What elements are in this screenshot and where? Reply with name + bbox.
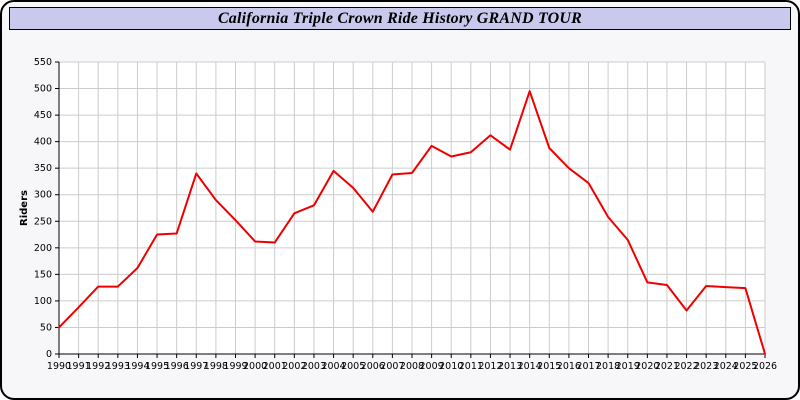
x-tick-label: 2024 [714, 361, 738, 372]
x-tick-label: 2005 [341, 361, 365, 372]
x-tick-label: 2008 [400, 361, 424, 372]
y-tick-label: 200 [34, 243, 52, 254]
x-tick-label: 2000 [243, 361, 267, 372]
x-tick-label: 1991 [67, 361, 91, 372]
chart-title-bar: California Triple Crown Ride History GRA… [9, 7, 791, 30]
x-tick-label: 1995 [145, 361, 169, 372]
y-tick-label: 450 [34, 110, 52, 121]
chart-title: California Triple Crown Ride History GRA… [217, 10, 583, 27]
x-tick-label: 2020 [635, 361, 659, 372]
x-tick-label: 2015 [537, 361, 561, 372]
x-tick-label: 2009 [420, 361, 444, 372]
x-tick-label: 2010 [439, 361, 463, 372]
x-tick-label: 2013 [498, 361, 522, 372]
x-tick-label: 1997 [184, 361, 208, 372]
x-tick-label: 2011 [459, 361, 483, 372]
x-tick-label: 1998 [204, 361, 228, 372]
x-tick-label: 2022 [674, 361, 698, 372]
y-tick-label: 300 [34, 190, 52, 201]
y-tick-label: 400 [34, 137, 52, 148]
x-tick-label: 2019 [616, 361, 640, 372]
x-tick-label: 2014 [518, 361, 542, 372]
x-tick-label: 2023 [694, 361, 718, 372]
x-tick-label: 2007 [380, 361, 404, 372]
x-tick-label: 1996 [165, 361, 189, 372]
x-tick-label: 2026 [753, 361, 777, 372]
x-tick-label: 2004 [321, 361, 345, 372]
y-tick-label: 150 [34, 269, 52, 280]
x-tick-label: 1999 [223, 361, 247, 372]
x-tick-label: 2003 [302, 361, 326, 372]
y-tick-label: 550 [34, 57, 52, 68]
y-axis-title: Riders [19, 190, 30, 226]
ride-history-series [58, 90, 766, 355]
x-tick-label: 2012 [478, 361, 502, 372]
y-tick-label: 100 [34, 296, 52, 307]
y-tick-label: 500 [34, 84, 52, 95]
x-tick-label: 2006 [361, 361, 385, 372]
x-tick-label: 1992 [86, 361, 110, 372]
y-tick-label: 0 [46, 349, 52, 360]
x-tick-label: 2002 [282, 361, 306, 372]
x-tick-label: 1990 [47, 361, 71, 372]
x-tick-label: 2021 [655, 361, 679, 372]
y-tick-label: 350 [34, 163, 52, 174]
x-tick-label: 2018 [596, 361, 620, 372]
x-tick-label: 2025 [733, 361, 757, 372]
x-tick-label: 2016 [557, 361, 581, 372]
y-tick-label: 250 [34, 216, 52, 227]
y-tick-label: 50 [40, 322, 52, 333]
x-tick-label: 2001 [263, 361, 287, 372]
x-tick-label: 2017 [576, 361, 600, 372]
x-tick-label: 1993 [106, 361, 130, 372]
x-tick-label: 1994 [125, 361, 149, 372]
